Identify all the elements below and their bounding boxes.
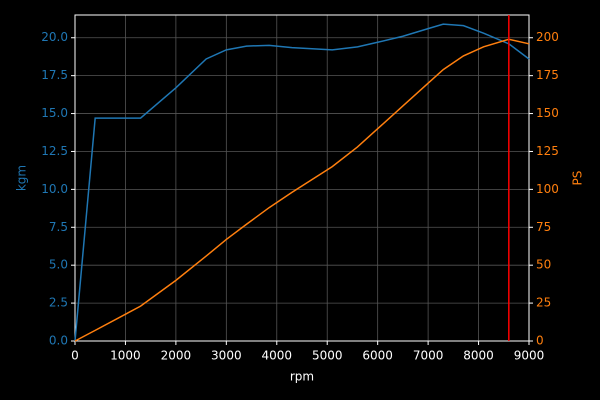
x-tick-label: 2000 <box>161 349 192 363</box>
y-axis-label: kgm <box>15 165 29 191</box>
y2-axis-label: PS <box>571 171 585 186</box>
y2-tick-label: 0 <box>536 334 544 348</box>
line-series <box>74 23 530 342</box>
y-tick-label: 2.5 <box>49 296 68 310</box>
x-axis-label: rpm <box>290 370 314 384</box>
y-tick-label: 10.0 <box>41 182 68 196</box>
y2-tick-label: 175 <box>536 68 559 82</box>
y-tick-label: 12.5 <box>41 144 68 158</box>
y2-tick-label: 75 <box>536 220 551 234</box>
y-tick-label: 5.0 <box>49 258 68 272</box>
x-tick-label: 1000 <box>110 349 141 363</box>
x-tick-label: 9000 <box>514 349 545 363</box>
y-tick-label: 20.0 <box>41 30 68 44</box>
y-tick-label: 15.0 <box>41 106 68 120</box>
y-tick-label: 7.5 <box>49 220 68 234</box>
x-tick-label: 0 <box>71 349 79 363</box>
y2-tick-label: 50 <box>536 258 551 272</box>
x-tick-label: 3000 <box>211 349 242 363</box>
y-tick-label: 0.0 <box>49 334 68 348</box>
y2-tick-label: 25 <box>536 296 551 310</box>
y2-tick-label: 150 <box>536 106 559 120</box>
x-tick-label: 4000 <box>262 349 293 363</box>
x-tick-label: 6000 <box>362 349 393 363</box>
x-tick-label: 8000 <box>463 349 494 363</box>
y-tick-label: 17.5 <box>41 68 68 82</box>
x-tick-label: 5000 <box>312 349 343 363</box>
y2-tick-label: 125 <box>536 144 559 158</box>
y2-tick-label: 100 <box>536 182 559 196</box>
x-tick-label: 7000 <box>413 349 444 363</box>
line-series <box>74 38 530 342</box>
y2-tick-label: 200 <box>536 30 559 44</box>
plot-frame <box>74 14 530 342</box>
